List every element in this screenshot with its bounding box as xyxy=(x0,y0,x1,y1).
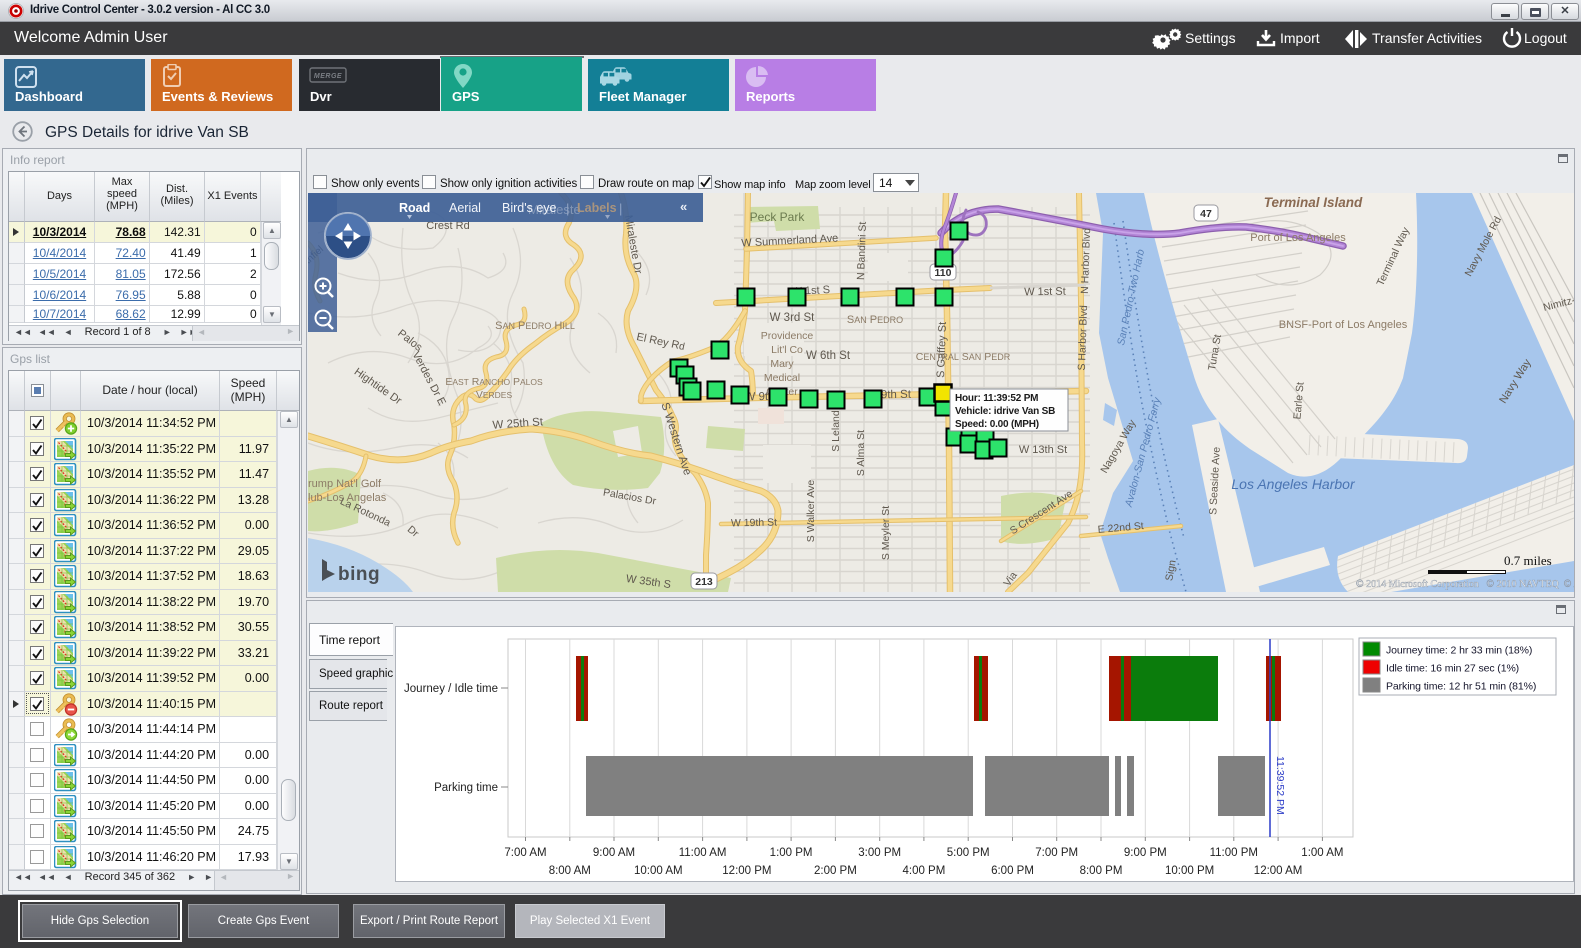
svg-text:12:00 PM: 12:00 PM xyxy=(722,865,771,877)
svg-text:N Harbor Blvd: N Harbor Blvd xyxy=(1079,228,1093,294)
svg-text:rump Nat'l Golf: rump Nat'l Golf xyxy=(308,478,382,490)
svg-text:lub-Los Angelas: lub-Los Angelas xyxy=(308,492,387,504)
svg-text:Speed: 0.00 (MPH): Speed: 0.00 (MPH) xyxy=(955,419,1039,430)
svg-text:W 1st St: W 1st St xyxy=(1024,286,1066,299)
svg-text:Terminal Island: Terminal Island xyxy=(1264,195,1363,210)
svg-text:6:00 PM: 6:00 PM xyxy=(991,865,1034,877)
svg-text:213: 213 xyxy=(695,576,713,588)
svg-text:Journey time: 2 hr 33 min (18%: Journey time: 2 hr 33 min (18%) xyxy=(1386,645,1532,657)
svg-text:Labels: Labels xyxy=(577,201,617,215)
svg-text:Port of Los Angeles: Port of Los Angeles xyxy=(1250,232,1346,244)
svg-text:10:00 AM: 10:00 AM xyxy=(634,865,683,877)
svg-text:Hour: 11:39:52 PM: Hour: 11:39:52 PM xyxy=(955,393,1038,404)
svg-text:W 3rd St: W 3rd St xyxy=(770,312,816,324)
svg-text:Journey / Idle time: Journey / Idle time xyxy=(404,683,498,695)
svg-text:|: | xyxy=(619,201,622,216)
svg-text:© 2014 Microsoft Corporation: © 2014 Microsoft Corporation © 2010 NAVT… xyxy=(1356,579,1574,590)
svg-text:S Seaside Ave: S Seaside Ave xyxy=(1207,446,1223,515)
svg-text:S Leland: S Leland xyxy=(830,410,842,452)
svg-text:9th St: 9th St xyxy=(881,389,912,402)
svg-text:5:00 PM: 5:00 PM xyxy=(947,847,990,859)
svg-text:Los Angeles Harbor: Los Angeles Harbor xyxy=(1231,476,1356,492)
svg-text:1:00 PM: 1:00 PM xyxy=(770,847,813,859)
svg-text:Earle St: Earle St xyxy=(1291,382,1306,420)
svg-text:S Gaffey St: S Gaffey St xyxy=(935,322,949,378)
svg-text:Parking time: Parking time xyxy=(434,782,498,794)
svg-text:4:00 PM: 4:00 PM xyxy=(902,865,945,877)
svg-text:11:39:52 PM: 11:39:52 PM xyxy=(1274,756,1286,815)
svg-text:|: | xyxy=(566,201,569,216)
svg-text:Road: Road xyxy=(399,201,430,215)
svg-text:S Harbor Blvd: S Harbor Blvd xyxy=(1076,305,1090,371)
svg-text:W 6th St: W 6th St xyxy=(806,350,851,362)
svg-text:7:00 PM: 7:00 PM xyxy=(1035,847,1078,859)
svg-text:9:00 AM: 9:00 AM xyxy=(593,847,635,859)
svg-text:Sign: Sign xyxy=(1163,559,1178,582)
svg-text:VERDES: VERDES xyxy=(476,389,513,401)
svg-text:Mary: Mary xyxy=(770,358,794,370)
svg-text:12:00 AM: 12:00 AM xyxy=(1254,865,1303,877)
svg-text:W 19th St: W 19th St xyxy=(731,517,777,530)
svg-text:EAST RANCHO PALOS: EAST RANCHO PALOS xyxy=(445,376,543,388)
svg-text:N Bandini St: N Bandini St xyxy=(855,221,869,280)
svg-text:S Walker Ave: S Walker Ave xyxy=(805,480,817,543)
svg-text:Vehicle: idrive Van SB: Vehicle: idrive Van SB xyxy=(955,406,1055,417)
svg-text:MERGE: MERGE xyxy=(314,73,342,80)
svg-text:8:00 PM: 8:00 PM xyxy=(1080,865,1123,877)
svg-text:Providence: Providence xyxy=(761,330,814,342)
svg-text:9:00 PM: 9:00 PM xyxy=(1124,847,1167,859)
svg-text:W 13th St: W 13th St xyxy=(1019,444,1067,456)
svg-text:Miraleste: Miraleste xyxy=(528,202,581,217)
svg-text:2:00 PM: 2:00 PM xyxy=(814,865,857,877)
svg-text:47: 47 xyxy=(1200,208,1212,220)
svg-text:Medical: Medical xyxy=(764,372,800,384)
svg-text:3:00 PM: 3:00 PM xyxy=(858,847,901,859)
svg-text:Bird's eye: Bird's eye xyxy=(502,201,557,215)
svg-text:11:00 PM: 11:00 PM xyxy=(1210,847,1258,859)
svg-text:S Alma St: S Alma St xyxy=(855,430,867,476)
svg-text:«: « xyxy=(680,199,687,214)
svg-text:CENTRAL SAN PEDR: CENTRAL SAN PEDR xyxy=(916,351,1011,363)
svg-text:Aerial: Aerial xyxy=(449,201,481,215)
svg-text:Parking time: 12 hr 51 min (81: Parking time: 12 hr 51 min (81%) xyxy=(1386,681,1536,693)
svg-text:110: 110 xyxy=(935,267,952,279)
svg-text:SAN PEDRO HILL: SAN PEDRO HILL xyxy=(495,320,575,332)
svg-text:1:00 AM: 1:00 AM xyxy=(1301,847,1343,859)
svg-text:10:00 PM: 10:00 PM xyxy=(1165,865,1214,877)
svg-text:bing: bing xyxy=(338,564,380,585)
svg-text:Lit'l Co: Lit'l Co xyxy=(771,344,803,356)
svg-text:E 22nd St: E 22nd St xyxy=(1097,520,1144,536)
svg-text:8:00 AM: 8:00 AM xyxy=(549,865,591,877)
svg-text:W Summerland Ave: W Summerland Ave xyxy=(741,232,839,249)
svg-text:W 25th St: W 25th St xyxy=(492,416,544,432)
svg-text:Peck Park: Peck Park xyxy=(750,210,806,224)
svg-text:S Meyler St: S Meyler St xyxy=(880,506,892,560)
svg-text:Crest Rd: Crest Rd xyxy=(426,220,469,232)
svg-text:0.7 miles: 0.7 miles xyxy=(1504,553,1552,568)
svg-text:11:00 AM: 11:00 AM xyxy=(679,847,727,859)
svg-text:Idle time: 16 min 27 sec (1%): Idle time: 16 min 27 sec (1%) xyxy=(1386,663,1519,675)
svg-text:BNSF-Port of Los Angeles: BNSF-Port of Los Angeles xyxy=(1279,319,1408,331)
svg-text:7:00 AM: 7:00 AM xyxy=(504,847,546,859)
svg-text:SAN PEDRO: SAN PEDRO xyxy=(847,314,903,326)
